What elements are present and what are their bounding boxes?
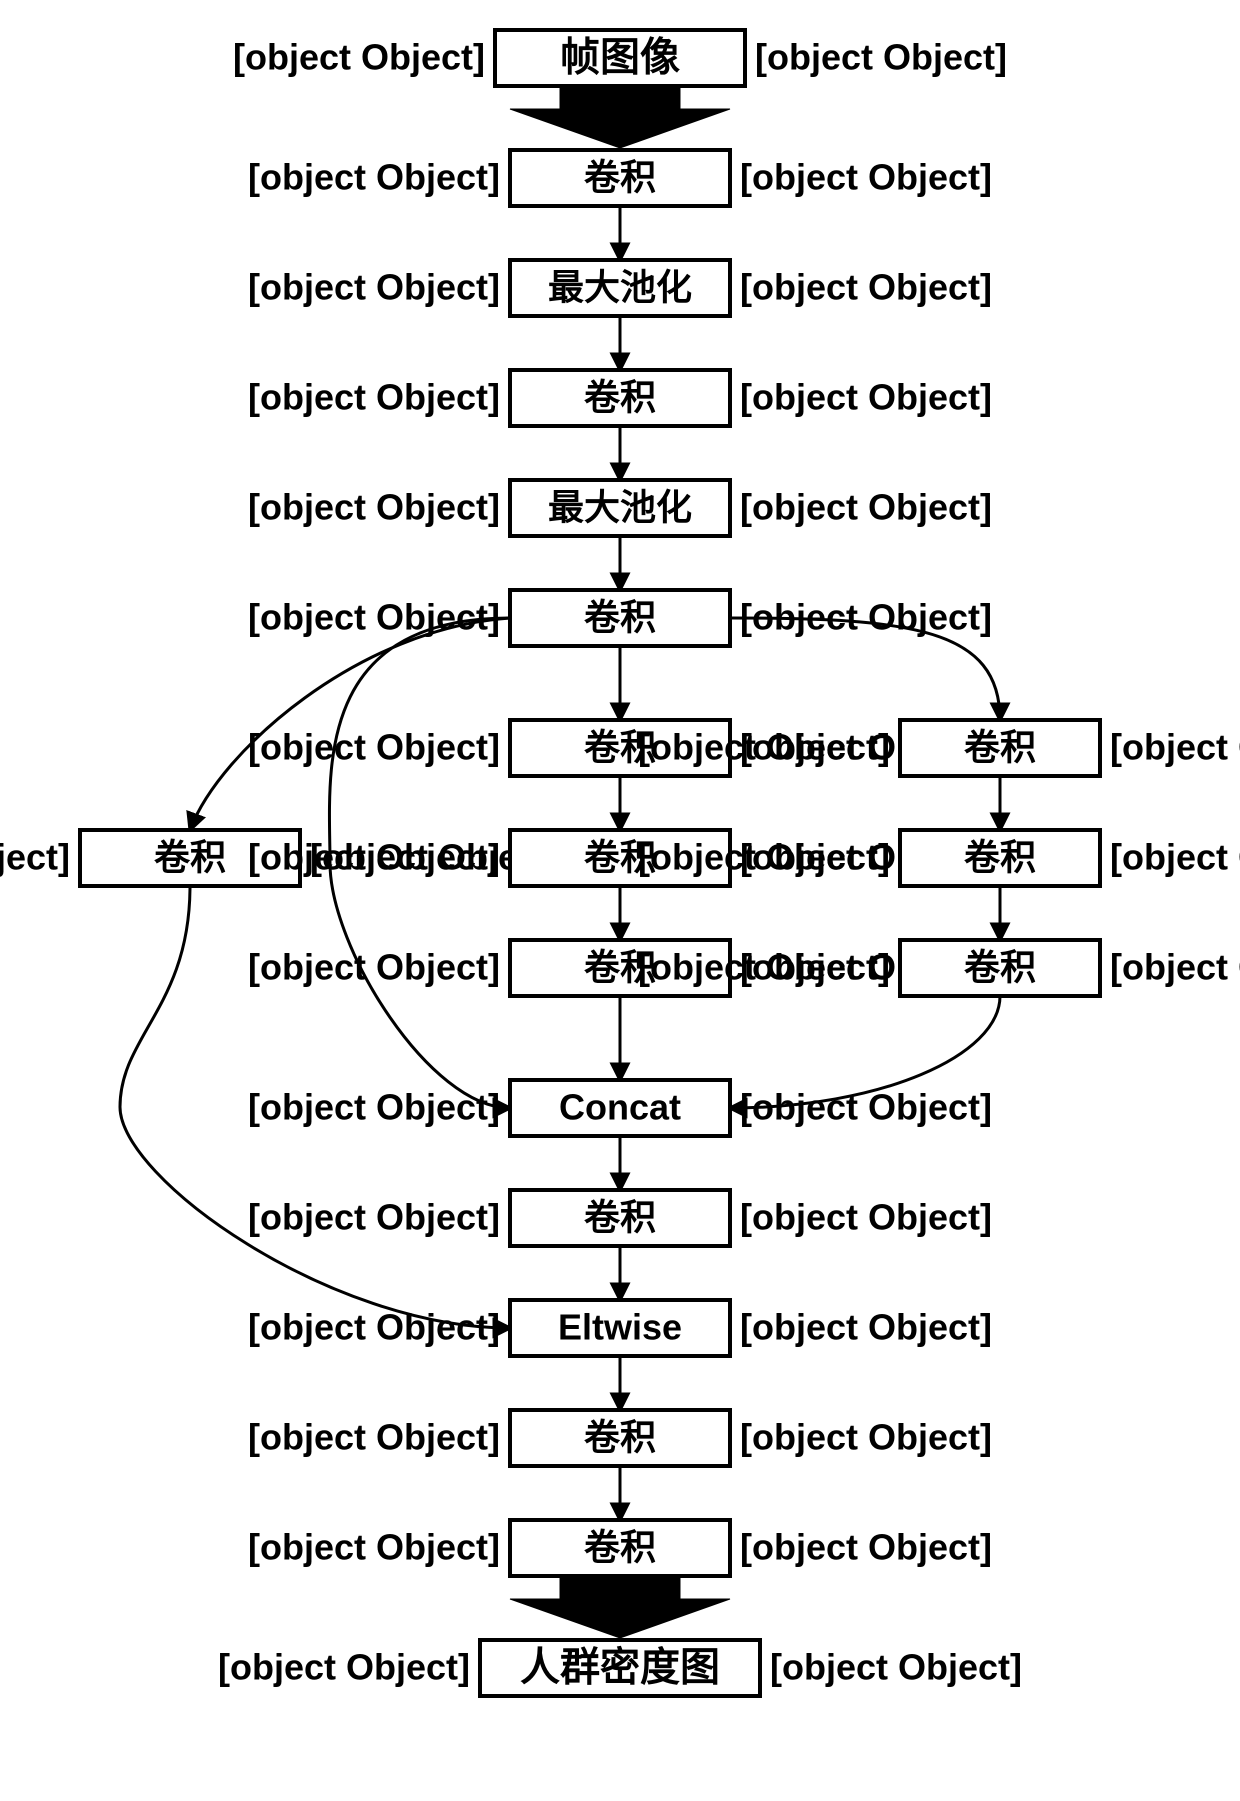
node-concat: Concat [object Object] [object Object] xyxy=(248,1080,992,1136)
node-pool2-label: 最大池化 xyxy=(548,487,692,528)
node-conv4-left-label: [object Object] xyxy=(248,1197,500,1238)
node-conv5-left-label: [object Object] xyxy=(248,1417,500,1458)
thick-arrow-conv6-to-output xyxy=(510,1578,730,1638)
node-conv2-label: 卷积 xyxy=(584,377,656,418)
node-conv3-label: 卷积 xyxy=(584,597,656,638)
node-mc3-left-label: [object Object] xyxy=(248,947,500,988)
node-rc2-left-label: [object Object] xyxy=(638,837,890,878)
node-conv4-label: 卷积 xyxy=(584,1197,656,1238)
node-eltwise-label: Eltwise xyxy=(558,1307,682,1348)
node-rc3-right-label: [object Object] xyxy=(1110,947,1240,988)
node-rc2-right-label: [object Object] xyxy=(1110,837,1240,878)
node-input-left-label: [object Object] xyxy=(233,37,485,78)
node-lc-label: 卷积 xyxy=(154,837,226,878)
node-conv5: 卷积 [object Object] [object Object] xyxy=(248,1410,992,1466)
node-pool1-left-label: [object Object] xyxy=(248,267,500,308)
node-conv4-right-label: [object Object] xyxy=(740,1197,992,1238)
node-output-left-label: [object Object] xyxy=(218,1647,470,1688)
node-rc3-left-label: [object Object] xyxy=(638,947,890,988)
node-rc1-left-label: [object Object] xyxy=(638,727,890,768)
node-conv1: 卷积 [object Object] [object Object] xyxy=(248,150,992,206)
node-input-label: 帧图像 xyxy=(560,36,680,80)
node-conv6-label: 卷积 xyxy=(584,1527,656,1568)
node-lc-left-label: [object Object] xyxy=(0,837,70,878)
node-output-right-label: [object Object] xyxy=(770,1647,1022,1688)
node-conv4: 卷积 [object Object] [object Object] xyxy=(248,1190,992,1246)
node-output-label: 人群密度图 xyxy=(520,1646,720,1690)
node-pool2-right-label: [object Object] xyxy=(740,487,992,528)
node-conv2: 卷积 [object Object] [object Object] xyxy=(248,370,992,426)
node-eltwise-right-label: [object Object] xyxy=(740,1307,992,1348)
node-conv5-label: 卷积 xyxy=(584,1417,656,1458)
node-pool1-label: 最大池化 xyxy=(548,267,692,308)
node-pool1: 最大池化 [object Object] [object Object] xyxy=(248,260,992,316)
node-conv1-label: 卷积 xyxy=(584,157,656,198)
node-eltwise-left-label: [object Object] xyxy=(248,1307,500,1348)
node-conv2-right-label: [object Object] xyxy=(740,377,992,418)
node-conv2-left-label: [object Object] xyxy=(248,377,500,418)
node-eltwise: Eltwise [object Object] [object Object] xyxy=(248,1300,992,1356)
node-concat-label: Concat xyxy=(559,1087,681,1128)
node-mc1-left-label: [object Object] xyxy=(248,727,500,768)
node-conv6-left-label: [object Object] xyxy=(248,1527,500,1568)
node-output: 人群密度图 [object Object] [object Object] xyxy=(218,1640,1022,1696)
node-pool1-right-label: [object Object] xyxy=(740,267,992,308)
node-conv1-right-label: [object Object] xyxy=(740,157,992,198)
node-conv5-right-label: [object Object] xyxy=(740,1417,992,1458)
edge-conv3-to-lc xyxy=(190,618,510,830)
node-input: 帧图像 [object Object] [object Object] xyxy=(233,30,1007,86)
node-input-right-label: [object Object] xyxy=(755,37,1007,78)
node-conv3-left-label: [object Object] xyxy=(248,597,500,638)
node-pool2-left-label: [object Object] xyxy=(248,487,500,528)
node-rc3-label: 卷积 xyxy=(964,947,1036,988)
node-conv6-right-label: [object Object] xyxy=(740,1527,992,1568)
node-rc1-right-label: [object Object] xyxy=(1110,727,1240,768)
node-mc2-left-label: [object Object] xyxy=(248,837,500,878)
node-conv3-right-label: [object Object] xyxy=(740,597,992,638)
node-conv1-left-label: [object Object] xyxy=(248,157,500,198)
node-conv3: 卷积 [object Object] [object Object] xyxy=(248,590,992,646)
thick-arrow-input-to-conv1 xyxy=(510,88,730,148)
node-rc1-label: 卷积 xyxy=(964,727,1036,768)
node-concat-right-label: [object Object] xyxy=(740,1087,992,1128)
node-concat-left-label: [object Object] xyxy=(248,1087,500,1128)
node-rc2-label: 卷积 xyxy=(964,837,1036,878)
node-conv6: 卷积 [object Object] [object Object] xyxy=(248,1520,992,1576)
node-pool2: 最大池化 [object Object] [object Object] xyxy=(248,480,992,536)
